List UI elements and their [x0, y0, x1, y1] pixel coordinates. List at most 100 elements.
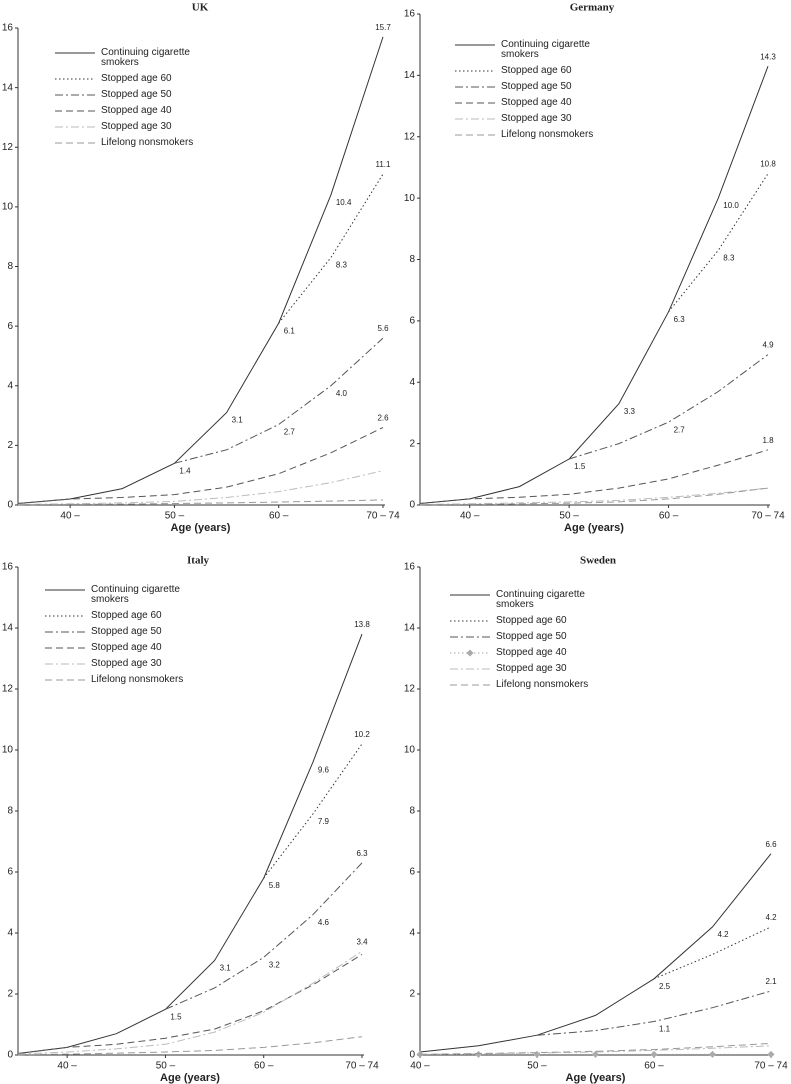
legend-swatch	[450, 684, 490, 686]
legend-marker	[466, 649, 474, 657]
legend-swatch	[45, 647, 85, 649]
data-label: 4.9	[762, 341, 774, 350]
series-line	[17, 950, 363, 1055]
legend-item: Continuing cigarette smokers	[45, 585, 211, 605]
y-tick-label: 16	[2, 23, 14, 34]
y-tick-label: 6	[409, 867, 415, 878]
legend-swatch	[55, 142, 95, 144]
y-tick-label: 0	[7, 500, 13, 511]
series-line	[419, 853, 772, 1053]
point-marker	[709, 1050, 716, 1058]
y-tick-label: 8	[7, 806, 13, 817]
data-label: 1.5	[170, 1012, 182, 1021]
legend-swatch	[45, 679, 85, 681]
x-axis-label: Age (years)	[160, 1072, 220, 1084]
legend-swatch	[55, 52, 95, 54]
legend-label: Continuing cigarette smokers	[101, 47, 190, 68]
data-label: 5.8	[269, 881, 281, 890]
legend-label: Lifelong nonsmokers	[101, 137, 194, 148]
legend: Continuing cigarette smokers Stopped age …	[455, 40, 621, 146]
legend-label: Stopped age 60	[101, 73, 172, 84]
legend-swatch	[55, 78, 95, 80]
y-tick-label: 2	[409, 438, 415, 449]
x-tick-label: 70 – 74	[366, 511, 400, 522]
legend-item: Stopped age 60	[455, 66, 621, 76]
data-label: 4.2	[765, 913, 777, 922]
legend-swatch	[450, 636, 490, 638]
legend-item: Stopped age 30	[55, 122, 221, 132]
data-label: 1.1	[659, 1025, 671, 1034]
x-tick-label: 70 – 74	[751, 511, 785, 522]
y-tick-label: 4	[7, 928, 13, 939]
legend-swatch	[450, 649, 490, 657]
legend-item: Stopped age 60	[55, 74, 221, 84]
series-line	[653, 926, 772, 980]
x-tick-label: 70 – 74	[345, 1061, 379, 1072]
series-line	[17, 499, 384, 506]
point-marker	[533, 1050, 541, 1058]
data-label: 9.6	[318, 765, 330, 774]
series-line	[17, 1036, 363, 1056]
legend-item: Stopped age 40	[55, 106, 221, 116]
series-line	[419, 449, 769, 504]
y-tick-label: 14	[404, 623, 416, 634]
legend-item: Stopped age 30	[455, 114, 621, 124]
series-line	[419, 66, 769, 504]
y-tick-label: 14	[2, 623, 14, 634]
legend-item: Lifelong nonsmokers	[55, 138, 221, 148]
x-tick-label: 60 –	[254, 1061, 274, 1072]
legend-label: Stopped age 30	[91, 658, 162, 669]
data-label: 4.2	[718, 930, 730, 939]
legend: Continuing cigarette smokers Stopped age …	[450, 590, 616, 696]
data-label: 13.8	[354, 620, 370, 629]
legend-swatch	[455, 44, 495, 46]
y-tick-label: 10	[404, 745, 416, 756]
x-tick-label: 50 –	[527, 1061, 547, 1072]
data-label: 10.2	[354, 730, 370, 739]
legend-item: Stopped age 40	[45, 643, 211, 653]
data-label: 6.3	[674, 315, 686, 324]
data-label: 6.6	[765, 840, 777, 849]
legend-item: Continuing cigarette smokers	[55, 48, 221, 68]
data-label: 10.0	[723, 201, 739, 210]
data-label: 2.1	[765, 977, 777, 986]
y-tick-label: 16	[404, 562, 416, 573]
y-tick-label: 4	[409, 377, 415, 388]
data-label: 3.1	[232, 416, 244, 425]
series-line	[174, 337, 384, 464]
x-tick-label: 60 –	[269, 511, 289, 522]
legend-item: Stopped age 40	[455, 98, 621, 108]
data-label: 1.4	[179, 466, 191, 475]
data-label: 6.1	[284, 326, 296, 335]
data-label: 4.0	[336, 389, 348, 398]
legend-item: Lifelong nonsmokers	[455, 130, 621, 140]
data-label: 3.3	[624, 407, 636, 416]
data-label: 3.2	[269, 961, 281, 970]
y-tick-label: 0	[7, 1050, 13, 1061]
data-label: 8.3	[336, 261, 348, 270]
legend: Continuing cigarette smokers Stopped age …	[55, 48, 221, 154]
series-line	[17, 470, 384, 505]
legend-label: Stopped age 50	[101, 89, 172, 100]
y-tick-label: 4	[409, 928, 415, 939]
point-marker	[767, 1050, 775, 1058]
legend-swatch	[450, 620, 490, 622]
legend-swatch	[455, 70, 495, 72]
legend-label: Stopped age 40	[91, 642, 162, 653]
series-line	[278, 173, 384, 324]
point-marker	[650, 1050, 658, 1058]
legend-label: Stopped age 60	[91, 610, 162, 621]
data-label: 2.7	[284, 428, 296, 437]
legend-swatch	[55, 110, 95, 112]
legend-item: Continuing cigarette smokers	[450, 590, 616, 610]
y-tick-label: 16	[404, 9, 416, 20]
x-tick-label: 40 –	[460, 511, 480, 522]
y-tick-label: 10	[404, 193, 416, 204]
x-tick-label: 50 –	[156, 1061, 176, 1072]
legend-item: Continuing cigarette smokers	[455, 40, 621, 60]
x-tick-label: 60 –	[644, 1061, 664, 1072]
chart-title: Sweden	[580, 555, 616, 567]
y-tick-label: 6	[7, 321, 13, 332]
y-tick-label: 16	[2, 562, 14, 573]
